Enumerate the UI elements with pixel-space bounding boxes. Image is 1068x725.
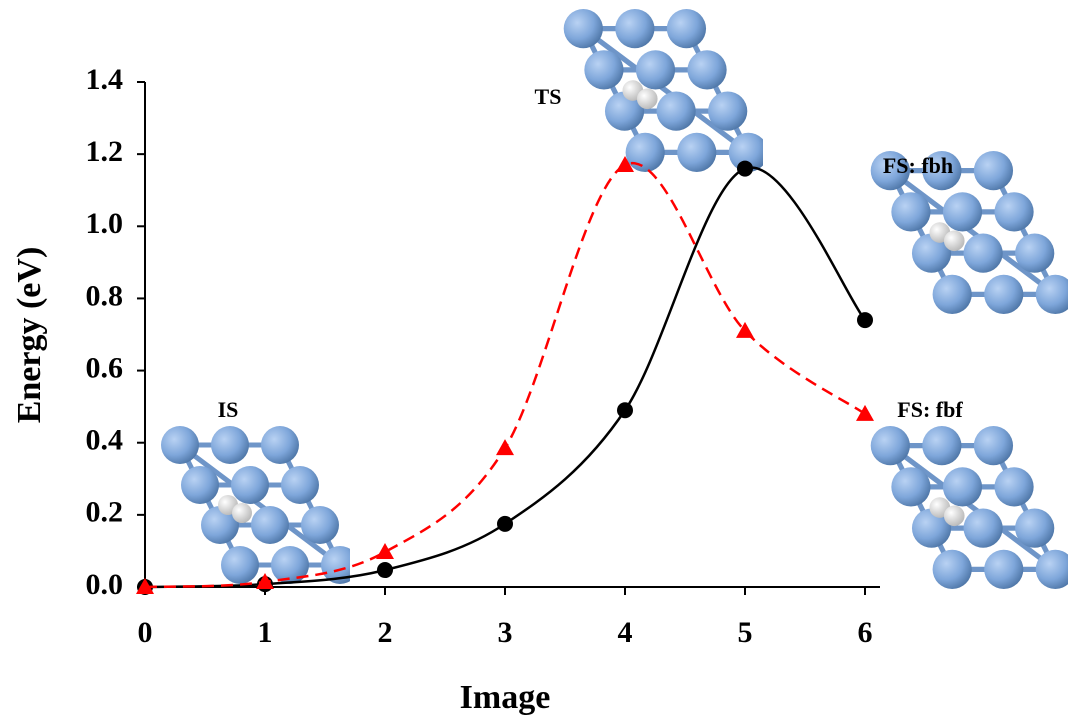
marker xyxy=(376,543,394,559)
x-tick-label: 1 xyxy=(258,616,273,649)
x-tick-label: 5 xyxy=(738,616,753,649)
x-tick-label: 4 xyxy=(618,616,633,649)
y-tick-label: 0.6 xyxy=(86,351,124,384)
annotation: TS xyxy=(535,84,562,109)
marker xyxy=(737,161,753,177)
y-tick-label: 0.2 xyxy=(86,496,124,529)
annotation: IS xyxy=(218,397,239,422)
x-tick-label: 6 xyxy=(858,616,873,649)
y-tick-label: 0.8 xyxy=(86,279,124,312)
y-tick-label: 1.4 xyxy=(86,63,124,96)
marker xyxy=(857,312,873,328)
marker xyxy=(856,405,874,421)
structure-images xyxy=(161,9,1068,589)
marker xyxy=(497,516,513,532)
y-tick-label: 1.0 xyxy=(86,207,124,240)
marker xyxy=(496,439,514,455)
x-tick-label: 2 xyxy=(378,616,393,649)
chart: Image Energy (eV) IS TS FS: fbh FS: fbf … xyxy=(0,0,1068,725)
structure-ts xyxy=(564,9,768,172)
y-axis-title: Energy (eV) xyxy=(11,247,48,424)
structure-fbf xyxy=(871,426,1068,589)
y-tick-label: 0.4 xyxy=(86,424,124,457)
y-tick-label: 0.0 xyxy=(86,568,124,601)
y-tick-label: 1.2 xyxy=(86,135,124,168)
annotation: FS: fbf xyxy=(897,397,963,422)
marker xyxy=(377,562,393,578)
x-tick-label: 3 xyxy=(498,616,513,649)
x-tick-label: 0 xyxy=(138,616,153,649)
marker xyxy=(617,402,633,418)
x-axis-title: Image xyxy=(460,679,551,716)
structure-is xyxy=(161,426,359,584)
annotation: FS: fbh xyxy=(883,153,953,178)
